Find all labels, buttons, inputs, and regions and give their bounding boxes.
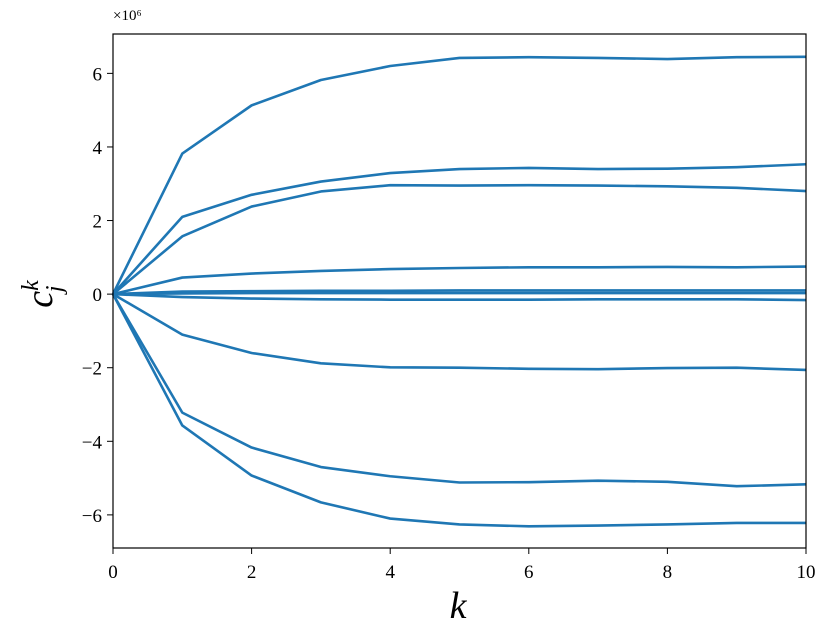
y-axis-label-sup: k xyxy=(18,280,44,291)
series-line xyxy=(112,291,806,296)
y-tick-label: 0 xyxy=(93,285,103,306)
y-tick-label: 4 xyxy=(93,138,103,159)
y-tick-label: −2 xyxy=(82,359,102,380)
y-tick-label: 2 xyxy=(93,212,103,233)
series-line xyxy=(111,55,807,295)
series-line xyxy=(112,293,807,372)
x-tick-label: 10 xyxy=(797,562,816,583)
series-line xyxy=(112,292,807,302)
y-axis-label-base: c xyxy=(19,291,61,308)
y-tick-label: −6 xyxy=(82,506,102,527)
x-tick-label: 8 xyxy=(663,562,673,583)
series-line xyxy=(112,289,806,296)
y-axis-label-group: ckj xyxy=(18,280,68,308)
x-tick-label: 2 xyxy=(247,562,257,583)
series-line xyxy=(112,183,807,296)
y-axis-label: ckj xyxy=(18,280,68,308)
y-axis-label-sub: j xyxy=(42,285,68,295)
y-offset-label: ×10⁶ xyxy=(113,8,142,24)
series-line xyxy=(112,265,807,296)
series-line xyxy=(111,293,806,528)
y-tick-label: 6 xyxy=(93,64,103,85)
series-line xyxy=(112,162,807,295)
x-axis-label: k xyxy=(450,585,468,627)
x-tick-label: 6 xyxy=(524,562,534,583)
y-tick-label: −4 xyxy=(82,432,103,453)
x-tick-label: 4 xyxy=(385,562,395,583)
series-line xyxy=(111,293,807,488)
plot-frame xyxy=(112,33,807,549)
x-tick-label: 0 xyxy=(108,562,118,583)
